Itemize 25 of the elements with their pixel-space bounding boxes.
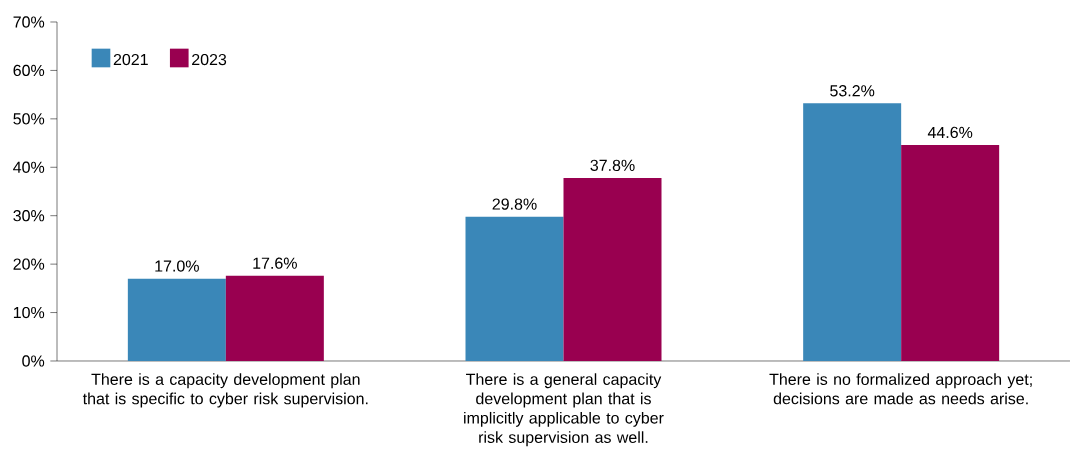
- data-label: 37.8%: [590, 159, 635, 171]
- y-tick-label: 0%: [22, 355, 45, 367]
- y-tick-label: 30%: [13, 210, 45, 222]
- bar: [127, 278, 226, 361]
- data-label: 17.6%: [253, 257, 297, 269]
- data-label: 17.0%: [155, 260, 199, 272]
- bar: [465, 216, 564, 361]
- y-tick-label: 20%: [13, 258, 45, 270]
- bar: [225, 275, 324, 361]
- legend-label: 2021: [113, 53, 148, 66]
- y-tick-label: 50%: [13, 113, 45, 125]
- x-tick-label: There is a capacity development plan that is specific to cyber risk supervision.: [82, 373, 368, 408]
- data-label: 53.2%: [830, 85, 875, 97]
- x-tick-label: There is no formalized approach yet; decisions are made as needs arise.: [769, 373, 1032, 405]
- bar: [901, 145, 1000, 361]
- data-label: 44.6%: [927, 126, 973, 139]
- legend-label: 2023: [192, 53, 227, 66]
- bar: [803, 103, 902, 361]
- x-tick-label: There is a general capacity development plan that is implicitly applicable to cyber risk supervision as well.: [464, 373, 664, 447]
- y-tick-label: 40%: [13, 161, 45, 173]
- y-tick-label: 60%: [13, 64, 45, 77]
- bar: [563, 177, 662, 361]
- data-label: 29.8%: [492, 198, 537, 210]
- y-tick-label: 70%: [13, 16, 45, 28]
- y-tick-label: 10%: [13, 306, 45, 319]
